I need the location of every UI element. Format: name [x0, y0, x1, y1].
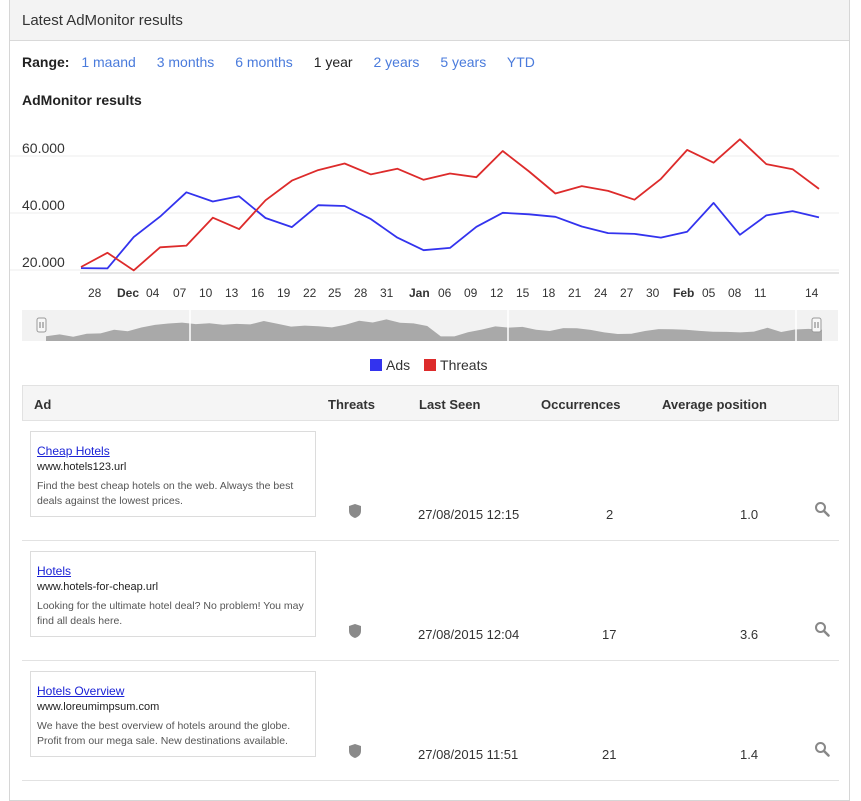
- last-seen-value: 27/08/2015 12:15: [418, 507, 520, 522]
- navigator-handle-right[interactable]: [811, 317, 822, 333]
- x-tick-label: 09: [464, 286, 478, 300]
- average-position-value: 1.4: [740, 747, 759, 762]
- line-chart: 20.000 40.000 60.000 28 Dec 04 07 10 13 16 19 22 25…: [10, 138, 839, 341]
- legend-swatch-ads: [370, 359, 382, 371]
- x-tick-label: Feb: [673, 286, 694, 300]
- range-option-6-months[interactable]: 6 months: [235, 54, 293, 70]
- navigator-handle-left[interactable]: [36, 317, 47, 333]
- x-tick-label: 30: [646, 286, 660, 300]
- panel-title: Latest AdMonitor results: [22, 12, 183, 29]
- shield-icon: [349, 744, 361, 758]
- x-tick-label: 22: [303, 286, 317, 300]
- y-tick-label: 20.000: [22, 254, 65, 270]
- series-line-threats: [80, 138, 820, 272]
- shield-icon: [349, 624, 361, 638]
- legend-item-ads[interactable]: Ads: [370, 357, 410, 373]
- x-tick-label: 27: [620, 286, 634, 300]
- range-option-5-years[interactable]: 5 years: [440, 54, 487, 70]
- average-position-value: 1.0: [740, 507, 759, 522]
- x-tick-label: 13: [225, 286, 239, 300]
- table-row: Hotels Overview www.loreumimpsum.com We …: [22, 661, 839, 781]
- x-axis-ticks: 28 Dec 04 07 10 13 16 19 22 25 28 31 Jan 06 09 12 15 18 21…: [88, 286, 819, 300]
- x-tick-label: 04: [146, 286, 160, 300]
- ad-preview: Hotels Overview www.loreumimpsum.com We …: [30, 671, 316, 757]
- admonitor-panel: Latest AdMonitor results Range: 1 maand …: [9, 0, 850, 801]
- ad-url: www.hotels-for-cheap.url: [37, 581, 159, 593]
- header-threats: Threats: [328, 397, 375, 412]
- x-tick-label: Dec: [117, 286, 139, 300]
- ad-url: www.loreumimpsum.com: [37, 701, 160, 713]
- legend-item-threats[interactable]: Threats: [424, 357, 487, 373]
- x-tick-label: 14: [805, 286, 819, 300]
- chart-title: AdMonitor results: [22, 92, 142, 108]
- range-option-1-maand[interactable]: 1 maand: [81, 54, 136, 70]
- navigator-area: [46, 319, 822, 341]
- ad-title-link[interactable]: Cheap Hotels: [37, 444, 110, 458]
- table-row: Cheap Hotels www.hotels123.url Find the …: [22, 421, 839, 541]
- header-occurrences: Occurrences: [541, 397, 621, 412]
- legend-label-threats: Threats: [440, 357, 488, 373]
- ad-title-link[interactable]: Hotels: [37, 564, 72, 578]
- range-option-ytd[interactable]: YTD: [506, 54, 535, 70]
- x-tick-label: 10: [199, 286, 213, 300]
- magnifier-icon[interactable]: [814, 741, 830, 757]
- header-ad: Ad: [34, 397, 52, 412]
- range-option-1-year[interactable]: 1 year: [313, 54, 353, 70]
- occurrences-value: 2: [606, 507, 614, 522]
- x-tick-label: 28: [88, 286, 102, 300]
- x-tick-label: 06: [438, 286, 452, 300]
- x-tick-label: 11: [754, 286, 767, 300]
- last-seen-value: 27/08/2015 12:04: [418, 627, 520, 642]
- y-tick-label: 40.000: [22, 197, 65, 213]
- magnifier-icon[interactable]: [814, 501, 830, 517]
- range-selector: Range: 1 maand 3 months 6 months 1 year …: [22, 54, 552, 70]
- table-row: Hotels www.hotels-for-cheap.url Looking …: [22, 541, 839, 661]
- x-tick-label: 12: [490, 286, 504, 300]
- x-tick-label: 28: [354, 286, 368, 300]
- x-tick-label: 05: [702, 286, 716, 300]
- y-tick-label: 60.000: [22, 140, 65, 156]
- x-tick-label: 21: [568, 286, 582, 300]
- magnifier-icon[interactable]: [814, 621, 830, 637]
- ad-title-link[interactable]: Hotels Overview: [37, 684, 125, 698]
- x-tick-label: 24: [594, 286, 608, 300]
- chart-legend: Ads Threats: [370, 357, 497, 373]
- range-option-3-months[interactable]: 3 months: [156, 54, 215, 70]
- table-header: Ad Threats Last Seen Occurrences Average…: [22, 385, 839, 421]
- x-tick-label: 15: [516, 286, 530, 300]
- x-tick-label: 07: [173, 286, 187, 300]
- x-tick-label: 25: [328, 286, 342, 300]
- x-tick-label: Jan: [409, 286, 430, 300]
- ad-description: We have the best overview of hotels arou…: [37, 720, 291, 747]
- x-tick-label: 16: [251, 286, 265, 300]
- header-average-position: Average position: [662, 397, 767, 412]
- occurrences-value: 21: [602, 747, 617, 762]
- chart-series: [80, 138, 820, 272]
- x-tick-label: 08: [728, 286, 742, 300]
- shield-icon: [349, 504, 361, 518]
- chart-grid: 20.000 40.000 60.000: [10, 140, 839, 274]
- ad-url: www.hotels123.url: [37, 461, 127, 473]
- legend-label-ads: Ads: [386, 357, 411, 373]
- x-tick-label: 18: [542, 286, 556, 300]
- results-table: Ad Threats Last Seen Occurrences Average…: [22, 385, 839, 781]
- x-tick-label: 19: [277, 286, 291, 300]
- occurrences-value: 17: [602, 627, 617, 642]
- range-label: Range:: [22, 54, 70, 70]
- x-tick-label: 31: [380, 286, 394, 300]
- legend-swatch-threats: [424, 359, 437, 371]
- ad-description: Looking for the ultimate hotel deal? No …: [37, 600, 304, 627]
- header-last-seen: Last Seen: [419, 397, 481, 412]
- panel-header: Latest AdMonitor results: [10, 0, 849, 41]
- series-line-ads: [80, 191, 820, 270]
- ad-description: Find the best cheap hotels on the web. A…: [37, 480, 294, 507]
- average-position-value: 3.6: [740, 627, 759, 642]
- last-seen-value: 27/08/2015 11:51: [418, 747, 519, 762]
- range-navigator[interactable]: [22, 310, 838, 341]
- ad-preview: Hotels www.hotels-for-cheap.url Looking …: [30, 551, 316, 637]
- range-option-2-years[interactable]: 2 years: [373, 54, 420, 70]
- ad-preview: Cheap Hotels www.hotels123.url Find the …: [30, 431, 316, 517]
